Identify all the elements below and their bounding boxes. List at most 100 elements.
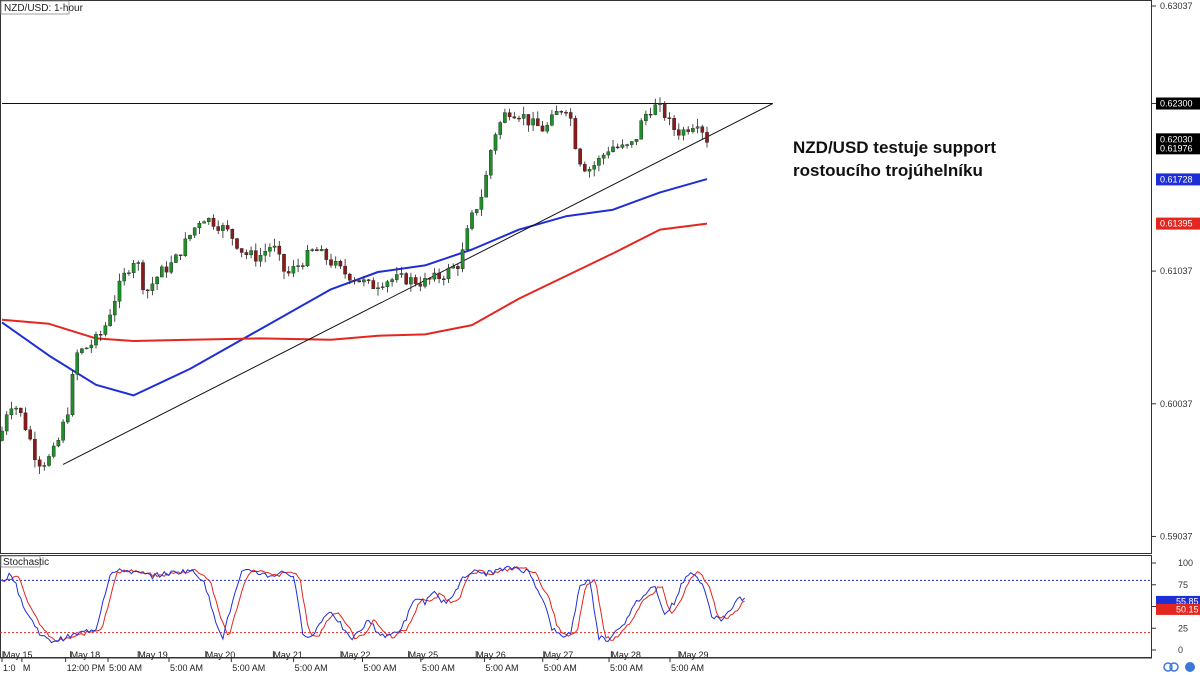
candle-body — [4, 414, 9, 432]
time-hour-label: 5:00 AM — [232, 663, 265, 673]
price-tick-label: 0.61037 — [1160, 266, 1193, 276]
candle-body — [70, 374, 75, 416]
candle-body — [225, 225, 230, 230]
candle-body — [23, 412, 28, 430]
stochastic-value-label: 55.85 — [1176, 596, 1199, 606]
stochastic-value-tag — [1156, 603, 1200, 615]
candle-body — [42, 465, 47, 467]
price-tag-label: 0.61395 — [1160, 219, 1193, 229]
price-tag — [1156, 97, 1200, 110]
candle-body — [437, 272, 441, 279]
price-tick-label: 0.59037 — [1160, 531, 1193, 541]
moving-average-slow-line — [1, 222, 708, 342]
candle-body — [310, 249, 315, 251]
candle-body — [178, 254, 183, 257]
annotation-line-2: rostoucího trojúhelníku — [793, 161, 983, 180]
candle-body — [357, 280, 362, 283]
stochastic-tick-label: 100 — [1178, 558, 1193, 568]
candle-body — [296, 265, 300, 267]
settings-icon[interactable] — [1185, 662, 1195, 672]
candle-body — [136, 262, 141, 264]
candle-body — [75, 352, 79, 375]
candle-body — [89, 344, 94, 349]
candle-body — [442, 278, 446, 280]
candle-body — [573, 118, 578, 150]
time-hour-label: 5:00 AM — [109, 663, 142, 673]
candle-body — [305, 250, 310, 267]
candle-body — [155, 276, 159, 285]
link-settings-icon[interactable] — [1163, 662, 1195, 672]
candle-body — [493, 134, 498, 151]
price-tag-label: 0.61976 — [1160, 143, 1193, 153]
chart-title-box — [0, 0, 70, 15]
candle-body — [258, 255, 263, 262]
candle-body — [131, 262, 136, 273]
candle-body — [484, 174, 488, 198]
candle-body — [206, 217, 211, 222]
candle-body — [249, 250, 253, 256]
candle-body — [568, 112, 573, 119]
candle-body — [662, 103, 667, 118]
time-hour-label: 5:00 AM — [610, 663, 643, 673]
candle-body — [319, 249, 324, 252]
stochastic-tick-label: 75 — [1178, 580, 1188, 590]
candle-body — [521, 114, 526, 119]
candle-body — [611, 146, 615, 152]
candle-body — [550, 114, 554, 126]
time-hour-label: 5:00 AM — [422, 663, 455, 673]
candle-body — [47, 456, 51, 466]
candle-body — [700, 126, 705, 133]
time-hour-label: 5:00 AM — [544, 663, 577, 673]
candle-body — [343, 265, 347, 275]
candle-body — [451, 266, 456, 269]
candle-body — [390, 279, 394, 282]
candle-body — [19, 407, 23, 413]
candle-body — [108, 314, 112, 326]
stochastic-tick-label: 25 — [1178, 623, 1188, 633]
moving-average-layer — [1, 178, 708, 397]
candle-body — [333, 260, 338, 266]
candle-body — [423, 278, 427, 287]
candle-body — [197, 223, 202, 228]
candle-body — [615, 146, 620, 149]
time-hour-label: M — [23, 663, 31, 673]
candle-body — [272, 245, 277, 248]
candle-body — [503, 112, 507, 123]
candle-body — [465, 228, 470, 250]
candle-body — [620, 144, 625, 148]
candle-body — [211, 217, 216, 227]
candle-body — [578, 148, 582, 165]
time-date-label: May 15 — [3, 650, 33, 660]
support-trendline[interactable] — [62, 103, 774, 465]
candle-body — [681, 129, 686, 136]
moving-average-fast-line — [1, 178, 708, 397]
candle-body — [188, 234, 192, 240]
candle-body — [380, 286, 385, 288]
candle-body — [61, 421, 65, 441]
candle-body — [606, 151, 611, 156]
candle-body — [479, 196, 484, 210]
time-date-label: May 21 — [273, 650, 303, 660]
time-date-label: May 22 — [341, 650, 371, 660]
candle-body — [65, 414, 70, 423]
candle-body — [625, 144, 629, 146]
time-date-label: May 20 — [206, 650, 236, 660]
time-axis[interactable]: May 15 May 18 May 19 May 20 May 21 May 22 May … — [0, 650, 1152, 673]
candle-body — [653, 104, 658, 115]
price-tag-label: 0.62300 — [1160, 99, 1193, 109]
candle-body — [427, 278, 432, 280]
candle-body — [644, 113, 648, 121]
candle-body — [84, 347, 89, 350]
candle-body — [202, 221, 206, 224]
candle-body — [51, 445, 56, 457]
price-tag — [1156, 142, 1200, 155]
candle-body — [348, 273, 352, 281]
candle-body — [456, 266, 460, 269]
candle-body — [672, 118, 676, 130]
candle-body — [366, 279, 371, 281]
trendline-layer — [2, 103, 774, 465]
stochastic-tick-label: 0 — [1178, 645, 1183, 655]
